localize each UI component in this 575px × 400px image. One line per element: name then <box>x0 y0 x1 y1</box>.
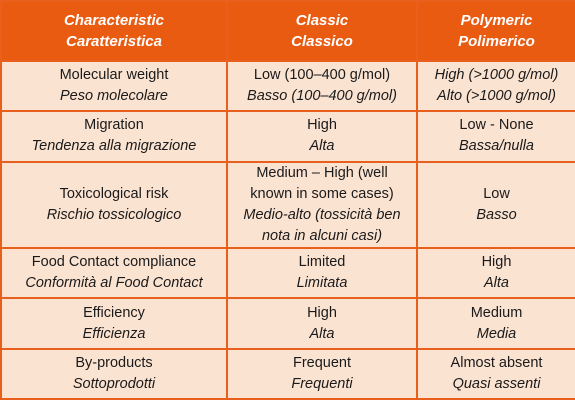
cell-text-en: Food Contact compliance <box>31 254 197 271</box>
header-polymeric: Polymeric Polimerico <box>416 0 575 62</box>
cell-characteristic: Toxicological risk Rischio tossicologico <box>0 160 228 250</box>
cell-text-en: High <box>307 304 337 321</box>
cell-classic: High Alta <box>226 297 418 350</box>
cell-text-it: Alta <box>484 275 509 292</box>
cell-polymeric: Low Basso <box>416 160 575 250</box>
cell-text-en: By-products <box>75 354 153 371</box>
header-characteristic-it: Caratteristica <box>66 33 162 50</box>
header-classic-en: Classic <box>295 12 349 29</box>
cell-text-en: Low (100–400 g/mol) <box>253 67 391 84</box>
cell-text-it: Bassa/nulla <box>459 138 534 155</box>
cell-characteristic: Migration Tendenza alla migrazione <box>0 110 228 163</box>
cell-text-en: Frequent <box>292 354 352 371</box>
cell-text-en: High <box>481 254 512 271</box>
cell-text-it: Alto (>1000 g/mol) <box>437 88 556 105</box>
cell-text-en: High <box>307 117 337 134</box>
cell-characteristic: By-products Sottoprodotti <box>0 347 228 400</box>
cell-characteristic: Efficiency Efficienza <box>0 297 228 350</box>
header-polymeric-en: Polymeric <box>460 12 533 29</box>
cell-text-it: Sottoprodotti <box>72 375 156 392</box>
table-row: Toxicological risk Rischio tossicologico… <box>0 160 575 250</box>
cell-text-it: Medio-alto (tossicità ben nota in alcuni… <box>243 206 401 244</box>
cell-text-en: Toxicological risk <box>59 185 169 202</box>
cell-text-it: Media <box>476 325 517 342</box>
cell-polymeric: Almost absent Quasi assenti <box>416 347 575 400</box>
cell-text-it: Alta <box>309 138 335 155</box>
table-row: Migration Tendenza alla migrazione High … <box>0 110 575 163</box>
cell-text-it: Tendenza alla migrazione <box>31 138 197 155</box>
cell-text-it: Basso (100–400 g/mol) <box>247 88 397 105</box>
cell-text-en: Low <box>483 185 510 202</box>
header-polymeric-it: Polimerico <box>458 33 535 50</box>
cell-text-en: High (>1000 g/mol) <box>434 67 559 84</box>
header-characteristic-en: Characteristic <box>63 12 165 29</box>
cell-text-en: Efficiency <box>83 304 145 321</box>
table-row: Molecular weight Peso molecolare Low (10… <box>0 59 575 113</box>
cell-classic: Medium – High (well known in some cases)… <box>226 160 418 250</box>
header-characteristic: Characteristic Caratteristica <box>0 0 228 62</box>
cell-polymeric: High Alta <box>416 247 575 300</box>
cell-characteristic: Molecular weight Peso molecolare <box>0 59 228 113</box>
cell-polymeric: Low - None Bassa/nulla <box>416 110 575 163</box>
cell-text-it: Quasi assenti <box>452 375 541 392</box>
table-row: Efficiency Efficienza High Alta Medium M… <box>0 297 575 350</box>
cell-classic: High Alta <box>226 110 418 163</box>
header-classic: Classic Classico <box>226 0 418 62</box>
cell-text-it: Limitata <box>296 275 348 292</box>
cell-text-it: Conformità al Food Contact <box>25 275 203 292</box>
header-classic-it: Classico <box>291 33 353 50</box>
table-row: By-products Sottoprodotti Frequent Frequ… <box>0 347 575 400</box>
cell-text-en: Limited <box>298 254 346 271</box>
cell-text-it: Frequenti <box>291 375 353 392</box>
cell-text-it: Efficienza <box>82 325 146 342</box>
cell-text-it: Rischio tossicologico <box>46 206 182 223</box>
cell-text-en: Medium <box>470 304 523 321</box>
cell-text-en: Medium – High (well known in some cases) <box>250 164 394 202</box>
cell-text-en: Migration <box>84 117 144 134</box>
cell-text-en: Molecular weight <box>59 67 169 84</box>
cell-classic: Limited Limitata <box>226 247 418 300</box>
cell-polymeric: Medium Media <box>416 297 575 350</box>
cell-text-en: Low - None <box>459 117 534 134</box>
cell-characteristic: Food Contact compliance Conformità al Fo… <box>0 247 228 300</box>
cell-text-en: Almost absent <box>450 354 543 371</box>
cell-classic: Frequent Frequenti <box>226 347 418 400</box>
table-row: Food Contact compliance Conformità al Fo… <box>0 247 575 300</box>
cell-text-it: Peso molecolare <box>60 88 168 105</box>
cell-text-it: Alta <box>309 325 335 342</box>
cell-polymeric: High (>1000 g/mol) Alto (>1000 g/mol) <box>416 59 575 113</box>
header-row: Characteristic Caratteristica Classic Cl… <box>0 0 575 62</box>
cell-classic: Low (100–400 g/mol) Basso (100–400 g/mol… <box>226 59 418 113</box>
cell-text-it: Basso <box>476 206 517 223</box>
